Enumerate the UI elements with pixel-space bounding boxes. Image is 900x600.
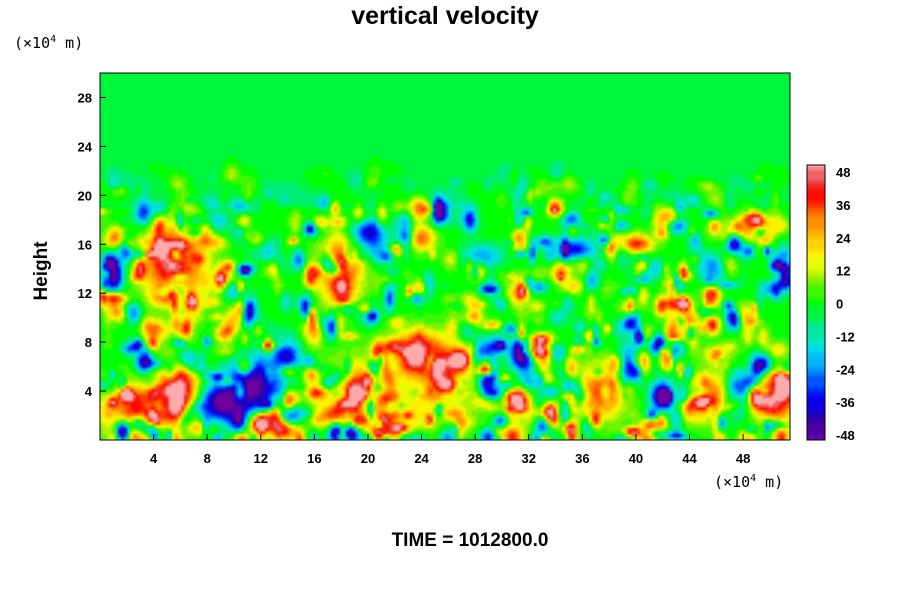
x-tick-label: 20	[361, 451, 375, 466]
colorbar-tick-label: -48	[836, 428, 855, 443]
x-tick-label: 16	[307, 451, 321, 466]
colorbar-tick-label: -24	[836, 362, 856, 377]
y-tick-label: 16	[78, 237, 92, 252]
x-tick-label: 32	[522, 451, 536, 466]
heatmap-field	[100, 73, 790, 440]
y-tick-label: 24	[78, 139, 93, 154]
colorbar-tick-label: 48	[836, 165, 850, 180]
colorbar-tick-label: -36	[836, 395, 855, 410]
x-tick-label: 24	[414, 451, 429, 466]
y-axis-unit: (×104 m)	[14, 34, 84, 52]
x-tick-label: 48	[736, 451, 750, 466]
x-tick-label: 44	[682, 451, 697, 466]
y-tick-label: 12	[78, 286, 92, 301]
y-tick-label: 8	[85, 335, 92, 350]
x-tick-label: 8	[204, 451, 211, 466]
y-tick-label: 20	[78, 188, 92, 203]
colorbar-tick-label: 12	[836, 264, 850, 279]
colorbar-tick-label: -12	[836, 329, 855, 344]
y-tick-label: 4	[85, 384, 93, 399]
plot-frame	[99, 72, 791, 441]
chart-title: vertical velocity	[351, 2, 539, 30]
colorbar-tick-label: 36	[836, 198, 850, 213]
y-tick-label: 28	[78, 90, 92, 105]
colorbar	[806, 164, 826, 441]
x-tick-label: 12	[254, 451, 268, 466]
colorbar-tick-label: 0	[836, 297, 843, 312]
x-tick-label: 28	[468, 451, 482, 466]
x-axis-unit: (×104 m)	[714, 473, 784, 491]
x-tick-label: 4	[150, 451, 158, 466]
x-tick-label: 36	[575, 451, 589, 466]
colorbar-tick-label: 24	[836, 231, 851, 246]
x-tick-label: 40	[629, 451, 643, 466]
time-label: TIME = 1012800.0	[391, 530, 549, 551]
